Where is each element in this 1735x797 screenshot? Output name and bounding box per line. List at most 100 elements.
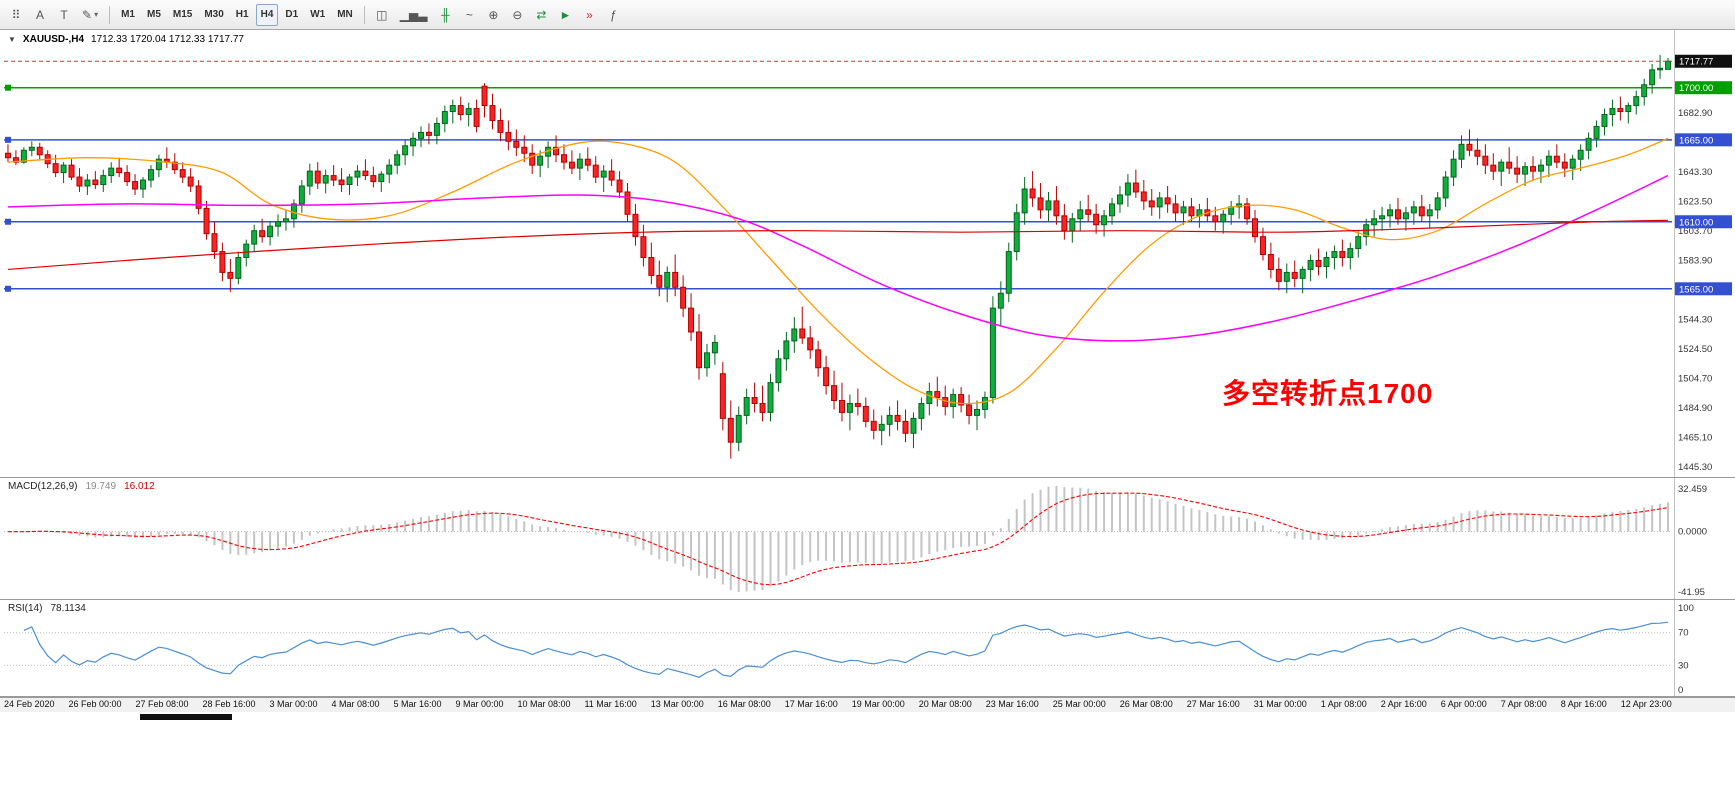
ma-orange bbox=[7, 137, 1669, 405]
svg-text:1643.30: 1643.30 bbox=[1678, 167, 1712, 178]
tile-windows-icon[interactable]: ◫ bbox=[376, 7, 388, 22]
price-chart[interactable]: 1682.90 1643.30 1623.50 1603.70 1583.90 1544.… bbox=[0, 30, 1735, 478]
time-label: 8 Apr 16:00 bbox=[1560, 699, 1607, 709]
svg-text:1465.10: 1465.10 bbox=[1678, 433, 1712, 444]
timeframe-M5[interactable]: M5 bbox=[146, 9, 161, 20]
ma-red bbox=[7, 219, 1669, 271]
rsi-line bbox=[23, 621, 1669, 678]
time-label: 3 Mar 00:00 bbox=[269, 699, 318, 709]
macd-signal-value: 16.012 bbox=[124, 481, 155, 492]
hline-handle bbox=[5, 285, 11, 292]
time-label: 26 Mar 08:00 bbox=[1119, 699, 1173, 709]
timeframe-M15[interactable]: M15 bbox=[172, 9, 193, 20]
svg-text:0.0000: 0.0000 bbox=[1678, 527, 1707, 538]
timeframe-M1[interactable]: M1 bbox=[121, 9, 135, 20]
zoom-out-icon[interactable]: ⊖ bbox=[512, 7, 523, 22]
zoom-in-icon[interactable]: ⊕ bbox=[488, 7, 499, 22]
chart-shift-icon[interactable]: » bbox=[586, 7, 593, 22]
svg-text:70: 70 bbox=[1678, 628, 1689, 639]
svg-text:-41.95: -41.95 bbox=[1678, 587, 1705, 598]
time-label: 13 Mar 00:00 bbox=[650, 699, 704, 709]
time-label: 4 Mar 08:00 bbox=[331, 699, 380, 709]
bottom-strip bbox=[0, 712, 1735, 797]
chart-title: ▼ XAUUSD-,H4 1712.33 1720.04 1712.33 171… bbox=[8, 34, 244, 45]
time-label: 31 Mar 00:00 bbox=[1253, 699, 1307, 709]
svg-text:1700.00: 1700.00 bbox=[1679, 83, 1713, 94]
time-label: 1 Apr 08:00 bbox=[1320, 699, 1367, 709]
price-axis-ticks: 1682.90 1643.30 1623.50 1603.70 1583.90 1544.… bbox=[1674, 30, 1712, 478]
time-label: 9 Mar 00:00 bbox=[455, 699, 504, 709]
hline-handle bbox=[5, 136, 11, 143]
rsi-indicator-chart[interactable]: 100 70 30 0 bbox=[0, 600, 1735, 697]
timeframe-M30[interactable]: M30 bbox=[204, 9, 224, 20]
macd-indicator-chart[interactable]: 32.459 0.0000 -41.95 bbox=[0, 478, 1735, 600]
hlines-layer bbox=[4, 84, 1672, 292]
timeframe-H4[interactable]: H4 bbox=[255, 3, 279, 26]
time-axis[interactable]: 24 Feb 2020 26 Feb 00:00 27 Feb 08:00 28 Fe… bbox=[0, 697, 1735, 712]
svg-text:32.459: 32.459 bbox=[1678, 484, 1707, 495]
macd-signal-line bbox=[8, 492, 1669, 586]
bottom-black-box bbox=[140, 714, 232, 720]
svg-text:1445.30: 1445.30 bbox=[1678, 462, 1712, 473]
svg-text:1717.77: 1717.77 bbox=[1679, 57, 1713, 68]
cursor-tool-icon[interactable]: A bbox=[35, 7, 44, 22]
toolbar-separator bbox=[363, 5, 365, 24]
toolbar: ⠿ A T ✎ ▾ M1 M5 M15 M30 H1 H4 D1 W1 MN ◫ ▁▅▃ ╫ ~ ⊕ ⊖ ⇄ ► » ƒ bbox=[0, 0, 1735, 30]
svg-text:1603.70: 1603.70 bbox=[1678, 226, 1712, 237]
time-label: 17 Mar 16:00 bbox=[784, 699, 838, 709]
svg-text:1682.90: 1682.90 bbox=[1678, 108, 1712, 119]
time-label: 26 Feb 00:00 bbox=[68, 699, 122, 709]
drag-handle-icon[interactable]: ⠿ bbox=[11, 7, 21, 22]
time-label: 16 Mar 08:00 bbox=[717, 699, 771, 709]
svg-text:30: 30 bbox=[1678, 660, 1689, 671]
timeframe-MN[interactable]: MN bbox=[337, 9, 353, 20]
time-label: 23 Mar 16:00 bbox=[985, 699, 1039, 709]
time-label: 19 Mar 00:00 bbox=[851, 699, 905, 709]
svg-text:1623.50: 1623.50 bbox=[1678, 197, 1712, 208]
time-label: 5 Mar 16:00 bbox=[393, 699, 442, 709]
price-axis-tags: 1700.00 1665.00 1610.00 1565.00 1717.77 bbox=[1675, 54, 1732, 296]
chart-symbol-period: XAUUSD-,H4 bbox=[22, 34, 85, 45]
text-tool-icon[interactable]: T bbox=[60, 7, 68, 22]
line-chart-icon[interactable]: ~ bbox=[465, 7, 473, 22]
svg-text:1583.90: 1583.90 bbox=[1678, 256, 1712, 267]
time-label: 12 Apr 23:00 bbox=[1620, 699, 1672, 709]
macd-label: MACD(12,26,9) 19.749 16.012 bbox=[8, 481, 155, 492]
draw-tools-icon[interactable]: ✎ ▾ bbox=[82, 7, 99, 22]
indicators-icon[interactable]: ƒ bbox=[610, 7, 617, 22]
time-label: 20 Mar 08:00 bbox=[918, 699, 972, 709]
svg-text:1524.50: 1524.50 bbox=[1678, 344, 1712, 355]
timeframe-D1[interactable]: D1 bbox=[285, 9, 299, 20]
rsi-value: 78.1134 bbox=[50, 603, 86, 614]
svg-text:100: 100 bbox=[1678, 603, 1694, 614]
time-label: 7 Apr 08:00 bbox=[1500, 699, 1547, 709]
timeframe-W1[interactable]: W1 bbox=[310, 9, 326, 20]
time-label: 27 Feb 08:00 bbox=[135, 699, 189, 709]
time-label: 24 Feb 2020 bbox=[4, 699, 55, 709]
time-label: 11 Mar 16:00 bbox=[584, 699, 637, 709]
macd-histogram bbox=[14, 486, 1670, 592]
hline-handle bbox=[5, 218, 11, 225]
toolbar-separator bbox=[109, 5, 111, 24]
rsi-title: RSI(14) bbox=[8, 603, 43, 614]
macd-main-value: 19.749 bbox=[85, 481, 117, 492]
svg-text:0: 0 bbox=[1678, 685, 1683, 696]
svg-text:1610.00: 1610.00 bbox=[1679, 217, 1713, 228]
svg-text:1544.30: 1544.30 bbox=[1678, 315, 1712, 326]
time-label: 25 Mar 00:00 bbox=[1052, 699, 1106, 709]
svg-text:1504.70: 1504.70 bbox=[1678, 374, 1712, 385]
bar-chart-icon[interactable]: ▁▅▃ bbox=[399, 7, 428, 22]
auto-scroll-icon[interactable]: ► bbox=[559, 7, 572, 22]
timeframe-H1[interactable]: H1 bbox=[235, 9, 249, 20]
candlestick-chart-icon[interactable]: ╫ bbox=[441, 7, 450, 22]
svg-text:1565.00: 1565.00 bbox=[1679, 284, 1713, 295]
dropdown-caret-icon: ▾ bbox=[94, 10, 99, 19]
candles-layer bbox=[4, 54, 1672, 459]
svg-text:1665.00: 1665.00 bbox=[1679, 135, 1713, 146]
annotation-text: 多空转折点1700 bbox=[1222, 378, 1434, 409]
moving-averages-layer bbox=[7, 137, 1669, 405]
time-label: 6 Apr 00:00 bbox=[1440, 699, 1487, 709]
new-order-icon[interactable]: ⇄ bbox=[536, 7, 547, 22]
collapse-chart-icon[interactable]: ▼ bbox=[8, 35, 16, 44]
time-label: 10 Mar 08:00 bbox=[517, 699, 571, 709]
